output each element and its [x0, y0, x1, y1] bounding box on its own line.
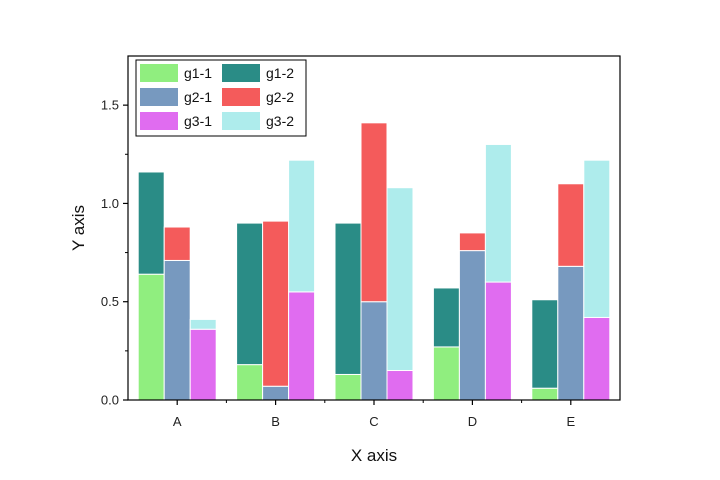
bar-g3-2-D — [484, 143, 512, 283]
x-tick-label-A: A — [173, 414, 182, 429]
bar-g2-2-C — [360, 122, 388, 303]
legend-label-g2-2: g2-2 — [266, 89, 294, 105]
bar-g2-2-D — [458, 232, 486, 252]
x-tick-label-D: D — [468, 414, 477, 429]
bar-g3-1-B — [288, 291, 316, 401]
bar-g2-2-E — [557, 183, 585, 267]
y-axis-title: Y axis — [69, 205, 88, 251]
bar-g1-1-B — [236, 364, 264, 401]
bar-g1-1-A — [137, 273, 165, 401]
bar-g1-2-A — [137, 171, 165, 275]
bars-layer — [137, 122, 611, 401]
bar-g2-2-B — [262, 220, 290, 387]
bar-g3-1-E — [583, 316, 611, 401]
legend-swatch-g1-2 — [222, 64, 260, 82]
bar-g1-1-C — [334, 373, 362, 401]
x-axis-title: X axis — [351, 446, 397, 465]
legend-label-g1-1: g1-1 — [184, 65, 212, 81]
bar-g2-1-B — [262, 385, 290, 401]
bar-g3-2-C — [386, 187, 414, 372]
bar-g2-2-A — [163, 226, 191, 261]
bar-g3-1-C — [386, 370, 414, 401]
bar-g1-2-E — [531, 299, 559, 389]
x-tick-label-E: E — [566, 414, 575, 429]
y-axis-ticks: 0.0 0.5 1.0 1.5 — [101, 98, 128, 408]
y-tick-label: 0.5 — [101, 294, 119, 309]
x-axis-ticks: A B C D E — [173, 400, 575, 429]
y-tick-label: 1.0 — [101, 196, 119, 211]
legend-label-g1-2: g1-2 — [266, 65, 294, 81]
bar-g3-2-A — [189, 318, 217, 330]
bar-g3-2-E — [583, 159, 611, 318]
legend-label-g2-1: g2-1 — [184, 89, 212, 105]
legend: g1-1 g1-2 g2-1 g2-2 g3-1 g3-2 — [135, 59, 307, 137]
y-tick-label: 0.0 — [101, 393, 119, 408]
bar-g1-2-B — [236, 222, 264, 366]
bar-g1-1-E — [531, 387, 559, 401]
bar-g2-1-C — [360, 301, 388, 401]
bar-g3-1-A — [189, 328, 217, 401]
bar-g1-2-D — [432, 287, 460, 348]
legend-swatch-g2-1 — [140, 88, 178, 106]
bar-g2-1-A — [163, 259, 191, 401]
bar-g3-1-D — [484, 281, 512, 401]
legend-label-g3-1: g3-1 — [184, 113, 212, 129]
bar-g2-1-D — [458, 250, 486, 401]
legend-swatch-g2-2 — [222, 88, 260, 106]
x-tick-label-B: B — [271, 414, 280, 429]
bar-g1-2-C — [334, 222, 362, 375]
legend-swatch-g3-2 — [222, 112, 260, 130]
bar-g1-1-D — [432, 346, 460, 401]
legend-swatch-g1-1 — [140, 64, 178, 82]
x-tick-label-C: C — [369, 414, 378, 429]
bar-g2-1-E — [557, 265, 585, 401]
legend-swatch-g3-1 — [140, 112, 178, 130]
y-tick-label: 1.5 — [101, 98, 119, 113]
legend-label-g3-2: g3-2 — [266, 113, 294, 129]
bar-g3-2-B — [288, 159, 316, 293]
